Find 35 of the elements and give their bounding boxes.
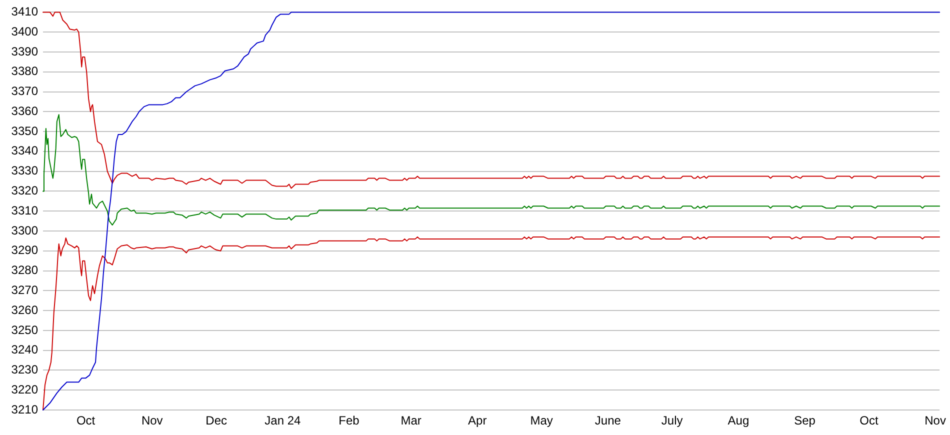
x-tick-label: Dec [206, 414, 227, 428]
y-tick-label: 3260 [11, 302, 38, 317]
y-tick-label: 3330 [11, 164, 38, 178]
x-tick-label: Feb [338, 414, 360, 428]
x-tick-label: June [594, 414, 622, 428]
x-tick-label: Apr [468, 414, 487, 428]
y-tick-label: 3290 [11, 243, 38, 258]
x-tick-label: Sep [794, 414, 816, 428]
y-tick-label: 3230 [11, 362, 38, 377]
x-tick-label: Nov [141, 414, 163, 428]
x-tick-label: July [661, 414, 683, 428]
y-tick-label: 3380 [11, 64, 38, 78]
y-tick-label: 3270 [11, 282, 38, 297]
x-tick-label: Mar [400, 414, 422, 428]
y-tick-label: 3250 [11, 322, 38, 337]
x-tick-label: Oct [76, 414, 96, 428]
y-tick-label: 3320 [11, 184, 38, 198]
y-tick-label: 3360 [11, 104, 38, 118]
y-tick-label: 3410 [11, 4, 38, 19]
y-tick-label: 3310 [11, 203, 38, 218]
y-tick-label: 3400 [11, 24, 38, 38]
y-tick-label: 3370 [11, 84, 38, 98]
y-tick-label: 3210 [11, 402, 38, 416]
y-tick-label: 3340 [11, 144, 38, 158]
y-tick-label: 3390 [11, 44, 38, 58]
x-tick-label: Oct [860, 414, 879, 428]
y-tick-label: 3280 [11, 263, 38, 278]
y-tick-label: 3300 [11, 223, 38, 238]
x-tick-label: May [530, 414, 553, 428]
y-tick-label: 3350 [11, 124, 38, 138]
x-tick-label: Jan 24 [264, 414, 301, 428]
y-tick-label: 3240 [11, 342, 38, 357]
x-tick-label: Nov [924, 414, 946, 428]
y-tick-label: 3220 [11, 382, 38, 396]
x-tick-label: Aug [728, 414, 750, 428]
